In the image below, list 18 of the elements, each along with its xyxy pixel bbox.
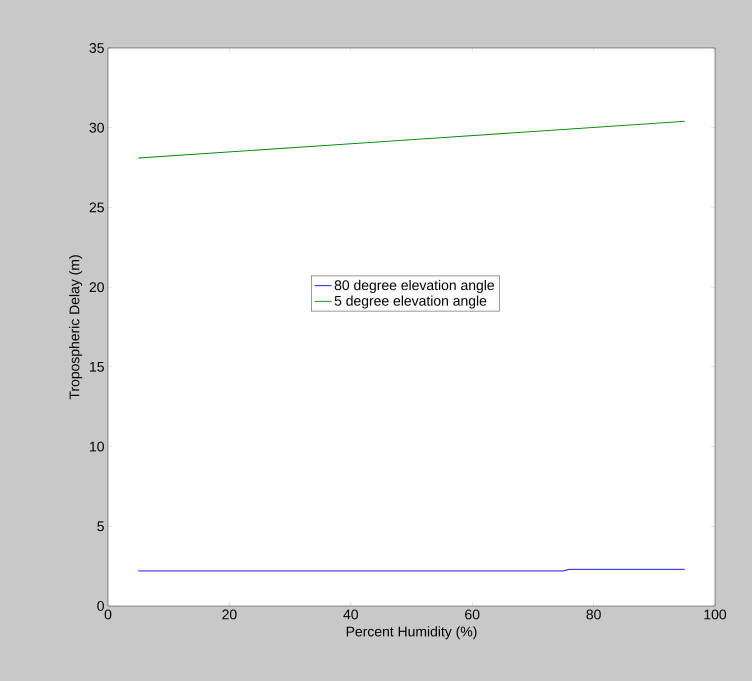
y-tick-label: 30: [90, 122, 104, 133]
x-tick-label: 80: [586, 610, 601, 620]
y-tick-label: 0: [97, 601, 104, 611]
x-tick-label: 60: [465, 610, 480, 620]
y-tick-label: 5: [97, 521, 104, 532]
x-axis-title: Percent Humidity (%): [346, 626, 476, 640]
y-tick-label: 20: [90, 282, 104, 292]
y-tick-label: 10: [90, 442, 104, 452]
x-tick-label: 20: [222, 610, 237, 620]
y-tick-label: 35: [90, 43, 104, 53]
y-axis-title: Tropospheric Delay (m): [69, 255, 82, 400]
x-tick-label: 100: [704, 610, 726, 620]
legend-label: 80 degree elevation angle: [334, 280, 494, 293]
y-tick-label: 25: [90, 202, 104, 212]
x-tick-label: 40: [343, 610, 358, 620]
x-tick-label: 0: [104, 610, 112, 620]
y-tick-label: 15: [90, 362, 104, 372]
legend-label: 5 degree elevation angle: [334, 296, 486, 309]
